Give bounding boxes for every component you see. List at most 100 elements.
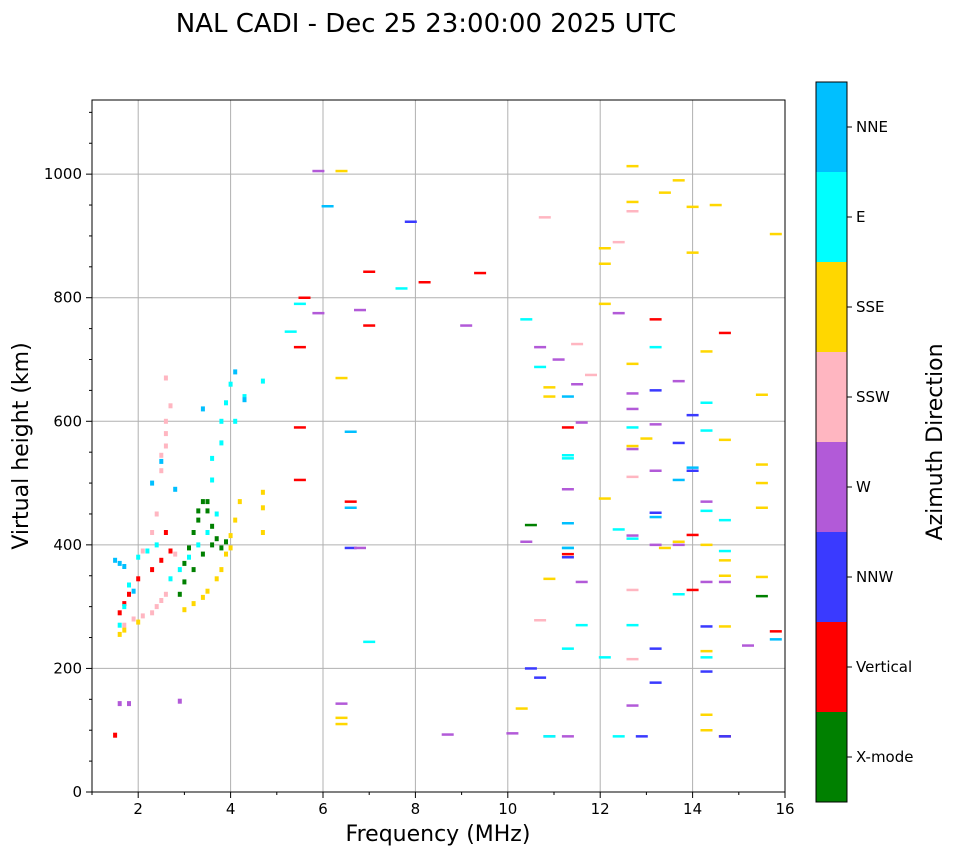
data-point [626,164,639,168]
data-point [649,423,662,426]
data-point [543,395,556,398]
data-point [520,318,533,321]
data-point [598,247,611,250]
data-point [159,598,164,603]
data-point [284,330,297,333]
series-nnw [344,220,731,738]
data-point [441,733,454,736]
data-point [543,735,556,738]
data-point [700,713,713,716]
data-point [718,518,731,522]
data-point [649,389,662,392]
data-point [335,376,348,380]
data-point [718,331,731,335]
chart-title: NAL CADI - Dec 25 23:00:00 2025 UTC [176,9,676,39]
data-point [635,735,648,738]
data-point [626,475,639,479]
data-point [122,564,127,569]
data-point [177,567,182,573]
colorbar-tick-label: SSE [856,298,885,316]
data-point [612,311,625,315]
data-point [561,556,574,559]
data-point [700,500,713,503]
data-point [534,365,547,369]
data-point [168,403,173,409]
data-point [298,296,311,299]
data-points [113,164,782,738]
colorbar-tick-label: NNE [856,118,888,136]
data-point [718,559,731,562]
data-point [718,735,731,738]
data-point [173,551,178,557]
data-point [769,232,782,236]
x-tick-label: 14 [683,800,702,818]
data-point [344,546,357,550]
x-tick-label: 16 [775,800,794,818]
data-point [561,546,574,550]
y-tick-label: 0 [72,783,82,801]
data-point [649,345,662,349]
data-point [335,722,348,726]
data-point [700,729,713,732]
grid-lines [92,100,786,793]
data-point [686,588,699,592]
series-e [117,287,731,738]
data-point [700,350,713,353]
data-point [686,466,699,469]
data-point [598,262,611,265]
data-point [672,179,685,182]
data-point [755,594,768,598]
data-point [561,488,574,491]
data-point [755,393,768,396]
x-tick-label: 4 [226,800,236,818]
data-point [205,508,210,514]
data-point [113,732,118,738]
data-point [214,511,219,517]
data-point [187,545,191,551]
data-point [122,622,127,628]
data-point [237,499,242,505]
data-point [585,373,597,377]
data-point [122,627,127,633]
data-point [154,542,159,548]
data-point [626,657,639,661]
data-point [177,698,182,704]
data-point [182,579,187,585]
data-point [122,601,127,607]
y-axis-label: Virtual height (km) [9,342,34,549]
data-point [233,517,238,523]
data-point [626,362,639,366]
data-point [718,574,731,577]
data-point [219,440,224,446]
data-point [205,588,210,594]
data-point [626,623,639,627]
data-point [598,302,611,306]
data-point [177,591,182,597]
data-point [658,546,671,550]
data-point [210,455,215,461]
data-point [700,649,713,653]
data-point [182,560,187,566]
data-point [191,567,196,573]
data-point [649,515,662,519]
data-point [672,593,685,596]
data-point [191,601,196,607]
data-point [233,369,238,375]
data-point [163,591,168,597]
data-point [219,567,224,573]
series-w [117,169,754,738]
data-point [571,383,584,386]
data-point [700,670,713,673]
data-point [136,619,141,625]
data-point [649,543,662,547]
data-point [182,607,187,613]
series-vertical [113,270,782,738]
data-point [460,324,473,327]
data-point [200,499,205,505]
data-point [649,647,662,650]
data-point [612,735,625,738]
data-point [418,281,431,284]
data-point [293,478,306,482]
data-point [561,522,574,525]
